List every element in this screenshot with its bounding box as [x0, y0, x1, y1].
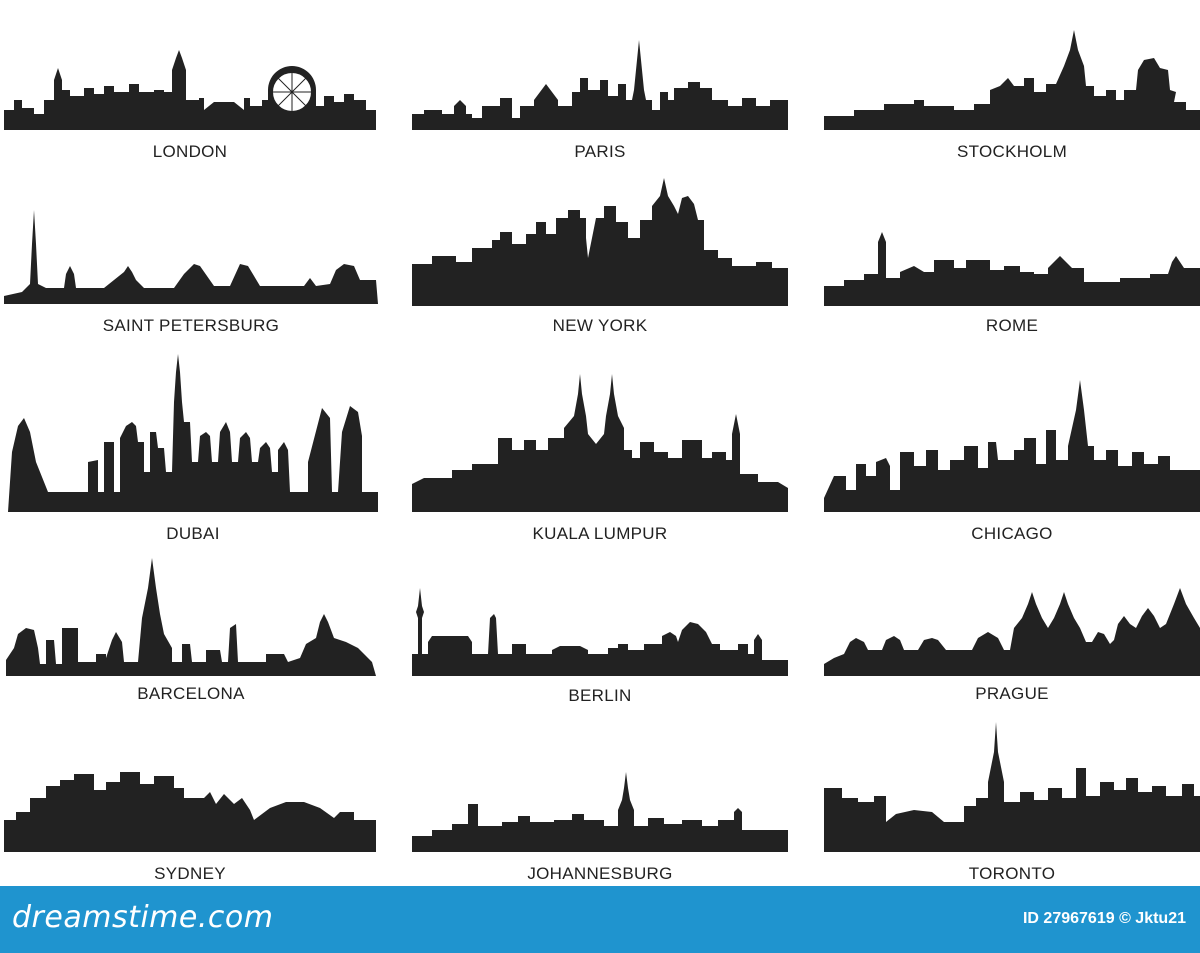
toronto-silhouette: [824, 722, 1200, 852]
skyline-saint-petersburg: SAINT PETERSBURG: [4, 204, 378, 344]
london-silhouette: [4, 50, 376, 130]
skyline-sydney: SYDNEY: [4, 764, 376, 884]
chicago-silhouette: [824, 380, 1200, 512]
stock-footer: dreamstime.com ID 27967619 © Jktu21: [0, 886, 1200, 953]
city-label-london: LONDON: [152, 142, 228, 161]
skyline-johannesburg: JOHANNESBURG: [412, 764, 788, 884]
city-label-kuala-lumpur: KUALA LUMPUR: [532, 524, 668, 543]
dreamstime-logo: dreamstime.com: [12, 900, 274, 935]
skyline-london: LONDON: [4, 30, 376, 170]
barcelona-silhouette: [6, 558, 376, 676]
new-york-silhouette: [412, 178, 788, 306]
skyline-new-york: NEW YORK: [412, 178, 788, 344]
sydney-silhouette: [4, 772, 376, 852]
city-label-toronto: TORONTO: [968, 864, 1056, 883]
skyline-dubai: DUBAI: [8, 352, 378, 548]
kuala-lumpur-silhouette: [412, 374, 788, 512]
city-label-new-york: NEW YORK: [552, 316, 648, 335]
skyline-paris: PARIS: [412, 30, 788, 170]
skyline-chicago: CHICAGO: [824, 380, 1200, 548]
stock-id-credit: ID 27967619 © Jktu21: [1022, 910, 1186, 927]
paris-silhouette: [412, 40, 788, 130]
skyline-prague: PRAGUE: [824, 578, 1200, 708]
rome-silhouette: [824, 232, 1200, 306]
city-label-prague: PRAGUE: [975, 684, 1049, 703]
prague-silhouette: [824, 588, 1200, 676]
city-label-berlin: BERLIN: [568, 686, 632, 705]
stockholm-silhouette: [824, 30, 1200, 130]
skyline-barcelona: BARCELONA: [6, 558, 376, 708]
johannesburg-silhouette: [412, 772, 788, 852]
saint-petersburg-silhouette: [4, 210, 378, 304]
city-label-rome: ROME: [985, 316, 1039, 335]
city-label-dubai: DUBAI: [166, 524, 220, 543]
city-label-sydney: SYDNEY: [154, 864, 226, 883]
skyline-toronto: TORONTO: [824, 722, 1200, 884]
skyline-rome: ROME: [824, 232, 1200, 344]
skyline-berlin: BERLIN: [412, 588, 788, 708]
city-label-paris: PARIS: [574, 142, 626, 161]
berlin-silhouette: [412, 588, 788, 676]
city-label-saint-petersburg: SAINT PETERSBURG: [102, 316, 280, 335]
dubai-silhouette: [8, 354, 378, 512]
city-label-chicago: CHICAGO: [971, 524, 1053, 543]
city-label-johannesburg: JOHANNESBURG: [527, 864, 673, 883]
skyline-kuala-lumpur: KUALA LUMPUR: [412, 374, 788, 548]
city-label-stockholm: STOCKHOLM: [956, 142, 1068, 161]
city-label-barcelona: BARCELONA: [137, 684, 245, 703]
skyline-stockholm: STOCKHOLM: [824, 30, 1200, 170]
